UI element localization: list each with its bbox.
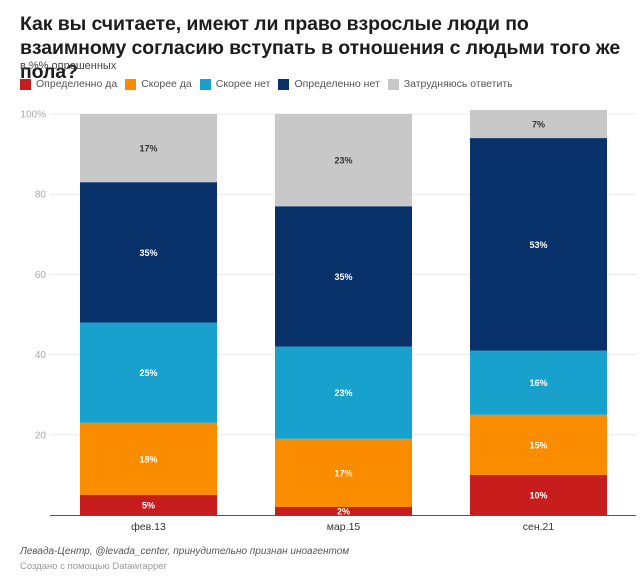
credit-note: Создано с помощью Datawrapper [20,561,167,572]
legend-swatch [278,78,290,90]
source-note: Левада-Центр, @levada_center, принудител… [20,546,350,557]
bar-value-label: 23% [334,156,352,166]
legend-swatch [20,78,31,90]
legend-swatch [199,78,211,90]
bar-value-label: 5% [142,500,155,510]
legend-item: Определенно да [20,78,117,90]
bar-segment [470,474,607,515]
legend-swatch [387,78,399,90]
legend-label: Определенно да [36,78,118,90]
bar-value-label: 17% [334,468,352,478]
x-category-label: фев.13 [131,521,166,533]
bar-segment [470,138,607,351]
y-tick-label: 80 [35,190,47,201]
bar-value-label: 2% [337,506,350,516]
legend-item: Скорее нет [199,78,271,90]
legend-swatch [125,78,137,90]
bar-value-label: 25% [139,368,157,378]
y-tick-label: 100% [20,110,46,121]
legend-item: Скорее да [125,78,192,90]
y-tick-label: 20 [35,430,47,441]
legend-label: Затрудняюсь ответить [403,78,513,90]
bar-segment [80,494,217,515]
legend: Определенно да Скорее да Скорее нет Определ… [20,78,513,90]
bar-value-label: 18% [139,454,157,464]
bar-segment [80,182,217,323]
legend-item: Определенно нет [278,78,380,90]
bar-value-label: 53% [529,240,547,250]
bar-segment [80,322,217,423]
bar-value-label: 23% [334,388,352,398]
bar-segment [470,109,607,139]
bar-segment [275,206,412,347]
chart-subtitle: в %% опрошенных [20,60,117,72]
legend-label: Скорее нет [215,78,271,90]
legend-label: Определенно нет [294,78,380,90]
y-tick-label: 60 [35,270,47,281]
bar-segment [80,114,217,183]
bar-value-label: 35% [334,272,352,282]
bar-value-label: 15% [529,440,547,450]
bar-segment [80,422,217,495]
bar-segment [275,506,412,515]
bar-segment [275,438,412,507]
bar-segment [470,414,607,475]
bar-segment [275,346,412,439]
bar-segment [275,114,412,207]
x-category-label: сен.21 [523,521,555,533]
x-category-label: мар.15 [327,521,361,533]
bar-segment [470,350,607,415]
legend-item: Затрудняюсь ответить [387,78,513,90]
bar-value-label: 16% [529,378,547,388]
chart-title: Как вы считаете, имеют ли право взрослые… [20,13,621,83]
bar-value-label: 17% [139,144,157,154]
bar-value-label: 35% [139,248,157,258]
bar-value-label: 10% [529,490,547,500]
bar-value-label: 7% [532,120,545,130]
legend-label: Скорее да [141,78,192,90]
y-tick-label: 40 [35,350,47,361]
